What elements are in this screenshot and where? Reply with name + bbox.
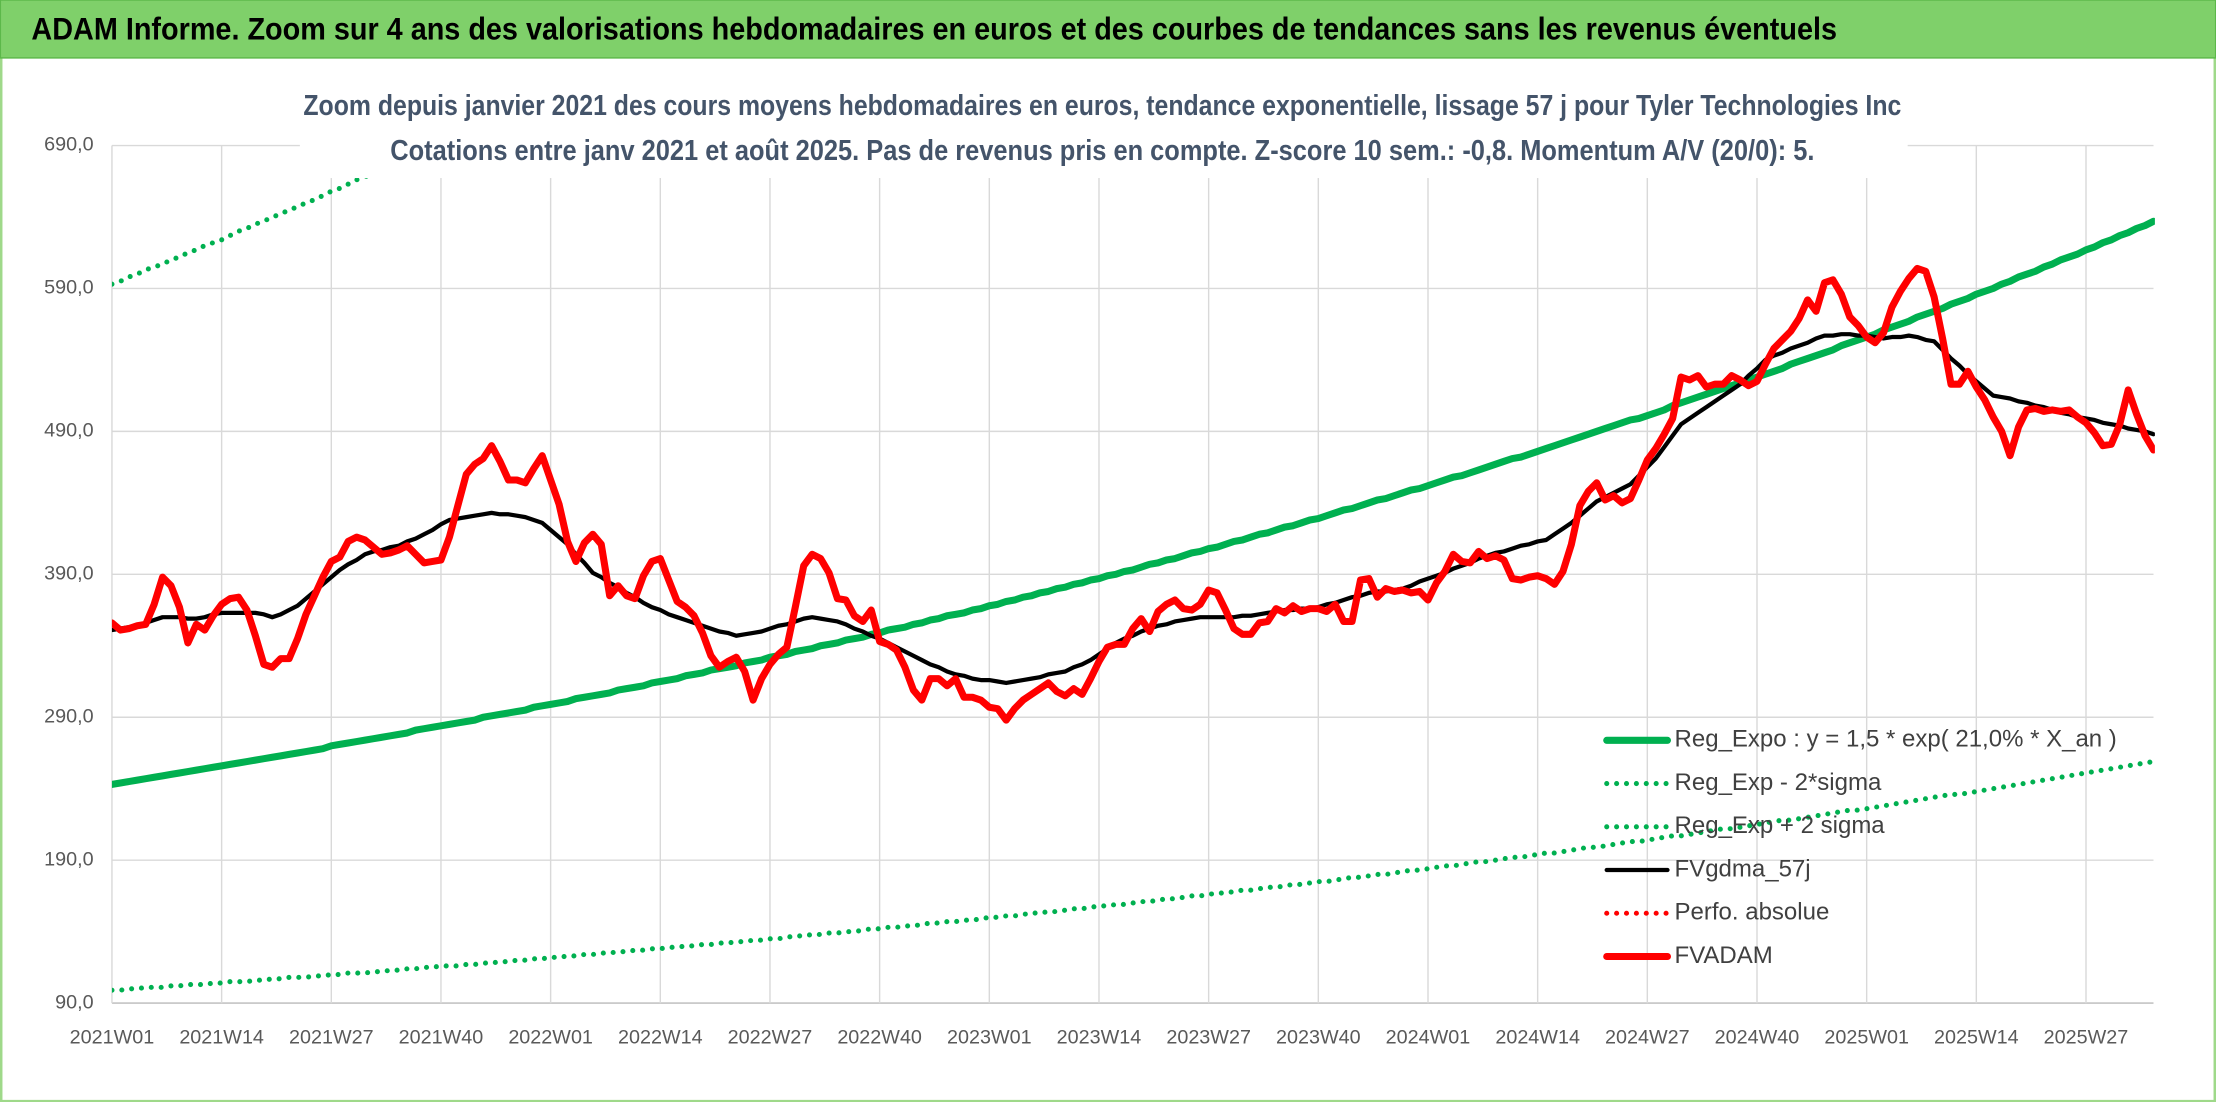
series-line	[111, 217, 2155, 788]
y-tick-label: 190,0	[44, 848, 93, 870]
x-tick-label: 2023W27	[1166, 1027, 1251, 1049]
y-tick-label: 690,0	[44, 134, 93, 156]
x-tick-label: 2024W40	[1715, 1027, 1800, 1049]
legend-label: Reg_Expo : y = 1,5 * exp( 21,0% * X_an )	[1675, 726, 2117, 753]
y-tick-label: 590,0	[44, 277, 93, 299]
subtitle-line: Cotations entre janv 2021 et août 2025. …	[390, 134, 1814, 166]
series-line	[111, 759, 2155, 993]
x-tick-label: 2025W14	[1934, 1027, 2019, 1049]
y-tick-label: 290,0	[44, 705, 93, 727]
series-line	[111, 264, 2155, 724]
plot-lines	[111, 131, 2155, 993]
header-band	[0, 0, 2216, 59]
x-tick-label: 2021W14	[179, 1027, 264, 1049]
legend-label: FVADAM	[1675, 942, 1773, 969]
header-title: ADAM Informe. Zoom sur 4 ans des valoris…	[31, 11, 1837, 46]
x-tick-label: 2022W14	[618, 1027, 703, 1049]
y-tick-label: 490,0	[44, 420, 93, 442]
x-tick-label: 2021W40	[399, 1027, 484, 1049]
y-tick-label: 90,0	[55, 991, 93, 1013]
subtitle-box	[299, 81, 1908, 179]
x-tick-label: 2022W40	[837, 1027, 922, 1049]
x-tick-label: 2024W14	[1495, 1027, 1580, 1049]
legend-label: Reg_Exp + 2 sigma	[1675, 812, 1886, 839]
x-tick-label: 2023W40	[1276, 1027, 1361, 1049]
legend: Reg_Expo : y = 1,5 * exp( 21,0% * X_an )…	[1603, 726, 2117, 969]
legend-label: Perfo. absolue	[1675, 899, 1830, 926]
x-tick-label: 2025W01	[1824, 1027, 1909, 1049]
x-tick-label: 2023W01	[947, 1027, 1032, 1049]
x-tick-label: 2021W01	[70, 1027, 155, 1049]
legend-label: FVgdma_57j	[1675, 855, 1811, 882]
x-tick-label: 2021W27	[289, 1027, 374, 1049]
x-tick-label: 2022W27	[728, 1027, 813, 1049]
x-tick-label: 2022W01	[508, 1027, 593, 1049]
y-tick-label: 390,0	[44, 563, 93, 585]
legend-label: Reg_Exp - 2*sigma	[1675, 769, 1882, 796]
x-tick-label: 2024W27	[1605, 1027, 1690, 1049]
x-tick-label: 2025W27	[2044, 1027, 2129, 1049]
x-tick-label: 2024W01	[1386, 1027, 1471, 1049]
subtitle-line: Zoom depuis janvier 2021 des cours moyen…	[303, 89, 1901, 121]
x-tick-label: 2023W14	[1057, 1027, 1142, 1049]
